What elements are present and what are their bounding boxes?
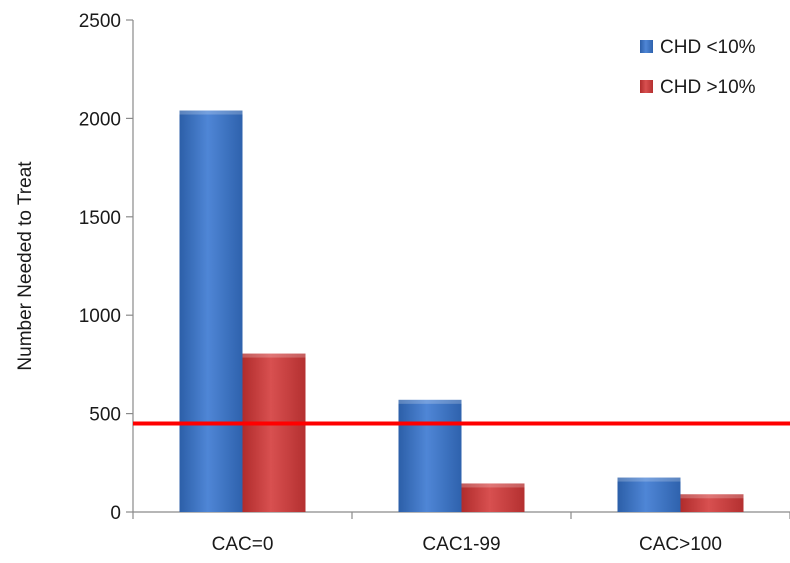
legend-label: CHD >10% (660, 77, 756, 98)
y-axis-label: Number Needed to Treat (15, 161, 36, 371)
y-tick-label: 500 (89, 405, 121, 426)
legend: CHD <10% CHD >10% (640, 37, 756, 98)
legend-swatch-chd-under-10 (640, 40, 653, 53)
bar-highlight (462, 483, 525, 487)
bar-chd-over-10-1 (462, 483, 525, 512)
bar-chd-over-10-0 (243, 354, 306, 512)
x-axis-ticks: CAC=0 CAC1-99 CAC>100 (133, 512, 790, 555)
y-tick-label: 2500 (79, 11, 121, 32)
y-tick-label: 0 (110, 503, 121, 524)
legend-label: CHD <10% (660, 37, 756, 58)
bar-highlight (180, 111, 243, 115)
x-category-label: CAC>100 (639, 534, 722, 555)
bars (180, 111, 744, 512)
legend-swatch-chd-over-10 (640, 80, 653, 93)
y-tick-label: 1000 (79, 306, 121, 327)
bar-chd-under-10-0 (180, 111, 243, 512)
y-axis-ticks: 0 500 1000 1500 2000 2500 (79, 11, 133, 524)
x-category-label: CAC=0 (212, 534, 274, 555)
bar-chd-under-10-2 (618, 478, 681, 512)
bar-highlight (399, 400, 462, 404)
bar-highlight (618, 478, 681, 482)
bar-highlight (681, 494, 744, 498)
y-tick-label: 2000 (79, 109, 121, 130)
bar-chd-under-10-1 (399, 400, 462, 512)
bar-highlight (243, 354, 306, 358)
x-category-label: CAC1-99 (422, 534, 500, 555)
y-tick-label: 1500 (79, 208, 121, 229)
